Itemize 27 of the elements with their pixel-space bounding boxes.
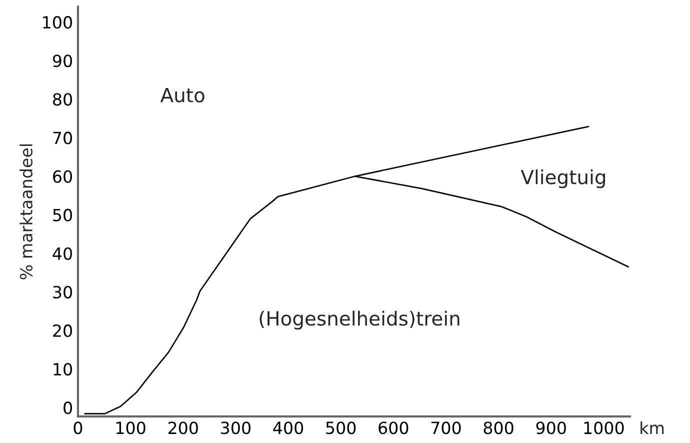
annotation: Vliegtuig (520, 169, 606, 188)
x-tick-label: 500 (326, 422, 356, 434)
y-axis-title: % marktaandeel (20, 144, 33, 280)
x-tick-label: 400 (273, 422, 304, 434)
y-tick-label: 10 (54, 362, 72, 376)
y-tick-label: 60 (53, 170, 72, 183)
y-tick-label: 90 (52, 54, 72, 68)
x-tick-label: 1000 (584, 422, 624, 434)
y-tick-label: 50 (53, 208, 72, 222)
x-tick-label: 0 (74, 422, 82, 434)
y-tick-label: 80 (53, 93, 72, 106)
y-tick-label: 40 (52, 247, 72, 260)
y-tick-label: 70 (53, 132, 72, 144)
y-tick-label: 30 (53, 286, 72, 298)
x-tick-label: 900 (536, 422, 566, 434)
annotation: Auto (160, 88, 204, 102)
y-tick-label: 20 (53, 324, 72, 338)
y-tick-label: 100 (43, 16, 72, 29)
x-tick-label: 100 (116, 422, 146, 434)
x-tick-label: 600 (378, 422, 408, 434)
x-tick-label: 800 (484, 422, 514, 434)
x-tick-label: 300 (221, 422, 250, 434)
y-tick-label: 0 (64, 402, 72, 414)
x-axis-title: km (640, 421, 664, 434)
x-tick-label: 200 (168, 422, 198, 434)
x-tick-label: 700 (431, 422, 461, 434)
annotation: (Hogesnelheids)trein (260, 310, 460, 330)
